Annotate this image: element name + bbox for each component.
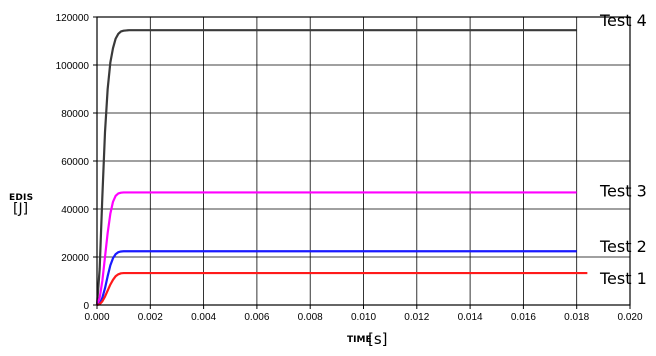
x-tick-label: 0.020: [617, 312, 642, 323]
y-tick-label: 120000: [56, 13, 90, 24]
series-label-test-1: Test 1: [599, 269, 647, 288]
grid-layer: [96, 16, 631, 306]
series-line-test-4: [95, 29, 577, 306]
series-label-test-4: Test 4: [599, 11, 647, 30]
y-tick-label: 20000: [61, 253, 89, 264]
x-tick-label: 0.012: [404, 312, 429, 323]
series-line-test-2: [96, 250, 577, 307]
x-tick-label: 0.016: [511, 312, 536, 323]
series-line-test-1: [96, 271, 588, 307]
x-tick-label: 0.008: [298, 312, 323, 323]
x-tick-label: 0.014: [458, 312, 483, 323]
x-tick-label: 0.004: [191, 312, 216, 323]
y-tick-label: 100000: [56, 61, 90, 72]
y-tick-label: 40000: [61, 205, 89, 216]
series-line-test-3: [95, 191, 577, 306]
series-layer: [95, 29, 588, 307]
plot-frame: [96, 16, 631, 306]
y-tick-label: 80000: [61, 109, 89, 120]
y-tick-label: 0: [83, 301, 89, 312]
x-tick-label: 0.018: [564, 312, 589, 323]
series-label-layer: Test 4 Test 3 Test 2 Test 1: [599, 11, 647, 288]
x-tick-label: 0.000: [84, 312, 109, 323]
y-tick-label: 60000: [61, 157, 89, 168]
series-label-test-2: Test 2: [599, 237, 647, 256]
x-axis-label: TIME: [347, 335, 372, 345]
x-axis-unit: [s]: [368, 330, 388, 348]
series-label-test-3: Test 3: [599, 181, 647, 200]
x-tick-label: 0.006: [244, 312, 269, 323]
axis-layer: 0.000 0.002 0.004 0.006 0.008 0.010 0.012 0.014…: [56, 13, 643, 323]
x-tick-label: 0.010: [351, 312, 376, 323]
y-axis-label: EDIS: [9, 193, 34, 203]
x-tick-label: 0.002: [138, 312, 163, 323]
y-axis-unit: [J]: [13, 201, 29, 217]
